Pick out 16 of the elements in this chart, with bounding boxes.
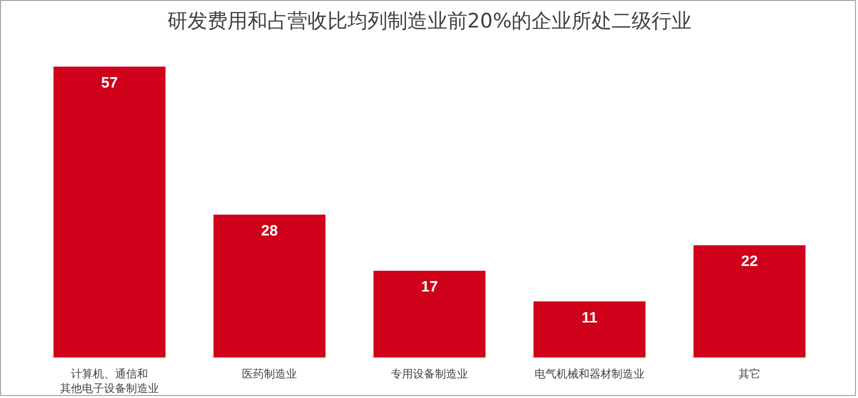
data-label: 17 [421, 278, 438, 296]
x-tick-label: 电气机械和器材制造业 [534, 368, 644, 380]
bar [214, 214, 326, 358]
bar [54, 66, 166, 358]
x-tick-label: 专用设备制造业 [391, 368, 468, 380]
data-label: 22 [741, 253, 758, 270]
data-label: 28 [261, 222, 278, 240]
bar [534, 301, 646, 358]
bar [374, 270, 486, 358]
x-tick-label: 计算机、通信和其他电子设备制造业 [60, 368, 159, 395]
data-label: 57 [101, 74, 118, 92]
x-tick-label: 其它 [738, 368, 760, 380]
chart-title: 研发费用和占营收比均列制造业前20%的企业所处二级行业 [167, 8, 692, 32]
bar [694, 245, 806, 358]
x-tick-label: 医药制造业 [242, 368, 297, 380]
data-label: 11 [582, 309, 598, 326]
